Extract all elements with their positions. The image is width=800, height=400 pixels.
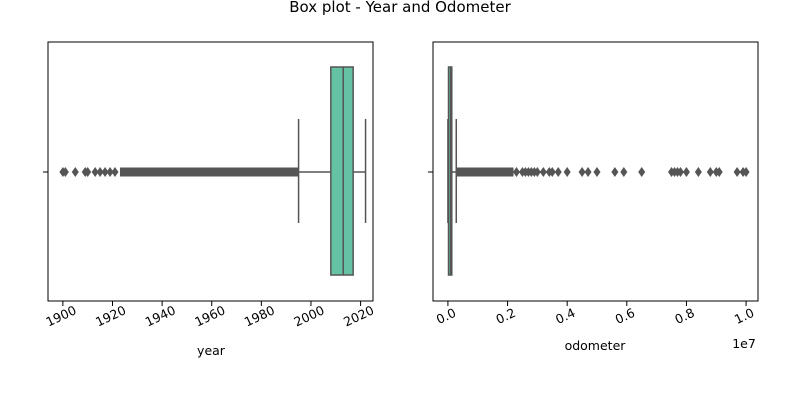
odometer-outlier-point	[611, 167, 619, 177]
year-xlabel: year	[197, 343, 226, 358]
odometer-outlier-point	[512, 167, 520, 177]
year-x-ticks: 1900 1920 1940 1960 1980 2000 2020	[43, 301, 376, 329]
year-outlier-point	[111, 167, 119, 177]
year-iqr-box	[330, 66, 354, 276]
odometer-box	[447, 66, 458, 276]
odometer-outlier-point	[733, 167, 741, 177]
odometer-outlier-point	[682, 167, 690, 177]
odometer-outlier-point	[676, 167, 684, 177]
year-outlier-point	[61, 167, 69, 177]
odometer-outlier-point	[742, 167, 750, 177]
odometer-tick-label: 0.8	[672, 305, 696, 327]
year-outlier-point	[106, 167, 114, 177]
year-tick-label: 2020	[341, 302, 376, 329]
year-tick-label: 1940	[143, 302, 178, 329]
odometer-outlier-point	[539, 167, 547, 177]
odometer-outlier-point	[533, 167, 541, 177]
odometer-outlier-point	[706, 167, 714, 177]
odometer-tick-label: 0.0	[434, 305, 458, 327]
odometer-offset-text: 1e7	[732, 336, 756, 351]
odometer-outlier-point	[548, 167, 556, 177]
odometer-outlier-point	[554, 167, 562, 177]
odometer-outlier-point	[715, 167, 723, 177]
year-outlier-point	[71, 167, 79, 177]
odometer-outlier-point	[694, 167, 702, 177]
year-boxplot-panel: 1900 1920 1940 1960 1980 2000 2020 year	[43, 41, 376, 358]
year-tick-label: 1920	[93, 302, 128, 329]
odometer-outlier-point	[584, 167, 592, 177]
odometer-tick-label: 1.0	[732, 305, 756, 327]
odometer-x-ticks: 0.0 0.2 0.4 0.6 0.8 1.0	[434, 301, 756, 327]
year-tick-label: 1960	[192, 302, 227, 329]
odometer-outlier-point	[593, 167, 601, 177]
year-tick-label: 2000	[291, 302, 326, 329]
year-outlier-point	[91, 167, 99, 177]
year-tick-label: 1980	[242, 302, 277, 329]
odometer-outliers	[456, 167, 750, 177]
year-outlier-band	[119, 167, 299, 177]
odometer-outlier-band	[456, 167, 514, 177]
odometer-tick-label: 0.4	[553, 305, 577, 327]
odometer-boxplot-panel: 0.0 0.2 0.4 0.6 0.8 1.0 odometer 1e7	[428, 41, 759, 353]
odometer-xlabel: odometer	[565, 338, 627, 353]
odometer-outlier-point	[620, 167, 628, 177]
year-outlier-point	[84, 167, 92, 177]
year-outlier-point	[96, 167, 104, 177]
odometer-outlier-point	[578, 167, 586, 177]
year-tick-label: 1900	[43, 302, 78, 329]
odometer-tick-label: 0.6	[613, 305, 637, 327]
year-outliers	[59, 167, 299, 177]
year-outlier-point	[101, 167, 109, 177]
odometer-outlier-point	[638, 167, 646, 177]
figure-title: Box plot - Year and Odometer	[289, 0, 511, 16]
odometer-tick-label: 0.2	[493, 305, 517, 327]
year-box	[297, 66, 367, 276]
odometer-outlier-point	[563, 167, 571, 177]
